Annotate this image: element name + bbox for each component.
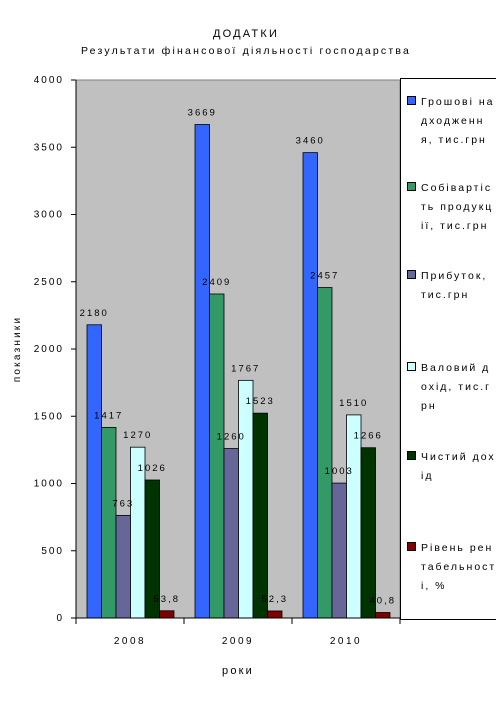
bar-value-label: 1767 <box>231 363 260 374</box>
legend: Грошові надходження, тис.грн Собівартіст… <box>400 78 496 620</box>
y-tick-label: 4000 <box>34 75 64 86</box>
y-tick-label: 1000 <box>34 479 64 490</box>
y-axis: 0 500 1000 1500 2000 2500 3000 3500 4000 <box>34 75 77 624</box>
bar-value-label: 1026 <box>138 463 167 474</box>
legend-swatch <box>407 542 416 551</box>
bar <box>331 482 347 619</box>
bar-value-label: 3669 <box>188 108 217 119</box>
bar-value-label: 2180 <box>80 308 109 319</box>
y-tick-label: 0 <box>56 613 64 624</box>
bar <box>115 514 131 619</box>
bar-value-label: 2409 <box>202 277 231 288</box>
bar <box>194 124 210 619</box>
y-axis-label: показники <box>12 316 23 382</box>
legend-label: Чистий дохід <box>421 451 496 482</box>
x-tick-label: 2010 <box>330 636 362 647</box>
bar-value-label: 40,8 <box>370 596 397 607</box>
legend-label: Прибуток, тис.грн <box>421 270 488 301</box>
y-tick-label: 3500 <box>34 142 64 153</box>
bars-group <box>86 124 391 619</box>
bar-value-label: 53,8 <box>154 594 181 605</box>
bar-value-label: 763 <box>112 498 134 509</box>
legend-label: Грошові надходження, тис.грн <box>421 96 495 146</box>
bar <box>375 612 391 619</box>
bar <box>252 412 268 619</box>
bar <box>317 287 333 619</box>
x-tick-label: 2008 <box>114 636 146 647</box>
y-tick-label: 1500 <box>34 411 64 422</box>
legend-swatch <box>407 362 416 371</box>
bar <box>360 447 376 619</box>
y-tick-label: 2000 <box>34 344 64 355</box>
bar-value-label: 1417 <box>94 410 123 421</box>
legend-label: Рівень рентабельності, % <box>421 542 496 592</box>
legend-label: Валовий дохід, тис.грн <box>421 362 491 412</box>
legend-swatch <box>407 270 416 279</box>
x-axis-label: роки <box>222 665 254 677</box>
bar-value-label: 3460 <box>296 136 325 147</box>
bar <box>223 448 239 619</box>
y-tick-label: 3000 <box>34 210 64 221</box>
bar-value-label: 1270 <box>123 430 152 441</box>
bar <box>267 610 283 619</box>
bar-value-label: 52,3 <box>262 594 289 605</box>
bar-value-label: 1260 <box>217 432 246 443</box>
x-axis: 2008 2009 2010 <box>75 617 401 647</box>
bar <box>101 427 117 619</box>
bar <box>86 324 102 619</box>
y-tick-label: 2500 <box>34 277 64 288</box>
bar <box>209 293 225 619</box>
bar <box>346 414 362 619</box>
bar <box>302 152 318 619</box>
chart-title: ДОДАТКИ <box>213 28 279 40</box>
bar-value-label: 1266 <box>354 431 383 442</box>
legend-swatch <box>407 451 416 460</box>
y-tick-label: 500 <box>41 546 64 557</box>
bar-value-label: 2457 <box>310 271 339 282</box>
x-tick-label: 2009 <box>222 636 254 647</box>
bar-value-label: 1523 <box>246 396 275 407</box>
bar <box>159 610 175 619</box>
legend-swatch <box>407 96 416 105</box>
bar <box>238 379 254 619</box>
legend-swatch <box>407 182 416 191</box>
chart-subtitle: Результати фінансової діяльності господа… <box>81 45 411 57</box>
bar-labels-group: 2180 3669 3460 1417 2409 2457 763 1260 1003 1270 1… <box>80 108 397 607</box>
bar-value-label: 1003 <box>325 466 354 477</box>
bar-value-label: 1510 <box>339 398 368 409</box>
legend-label: Собівартість продукції, тис.грн <box>421 182 494 232</box>
